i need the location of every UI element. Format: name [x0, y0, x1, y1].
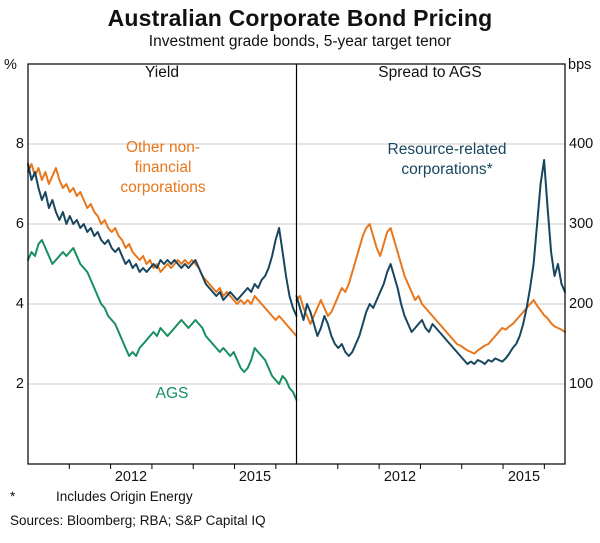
ytick-left-2: 2 — [15, 376, 24, 392]
footnote-asterisk: * — [10, 489, 16, 504]
footnote-sources: Sources: Bloomberg; RBA; S&P Capital IQ — [10, 513, 266, 528]
xtick-left-2012: 2012 — [114, 469, 148, 485]
left-axis-unit: % — [4, 57, 17, 73]
plot-area — [27, 63, 566, 469]
series-label-ags: AGS — [155, 385, 189, 402]
series-line-other-nonfinancial-spread — [295, 223, 566, 355]
xtick-left-2015: 2015 — [238, 469, 272, 485]
series-line-resource-related-spread — [295, 159, 566, 365]
ytick-left-6: 6 — [15, 216, 24, 232]
chart-subtitle: Investment grade bonds, 5-year target te… — [148, 33, 452, 50]
ytick-right-300: 300 — [569, 216, 594, 232]
series-line-ags-yield — [27, 239, 298, 401]
series-label-other-nonfinancial: Other non-financial corporations — [120, 139, 206, 196]
ytick-right-200: 200 — [569, 296, 594, 312]
footnote-note: Includes Origin Energy — [56, 489, 193, 504]
right-axis-unit: bps — [568, 57, 592, 73]
panel-title-spread: Spread to AGS — [378, 64, 482, 81]
panel-title-yield: Yield — [145, 64, 179, 81]
chart-title: Australian Corporate Bond Pricing — [107, 5, 493, 31]
series-label-resource-related: Resource-related corporations* — [387, 141, 507, 178]
xtick-right-2012: 2012 — [383, 469, 417, 485]
series-line-other-nonfinancial-yield — [27, 163, 298, 337]
xtick-right-2015: 2015 — [507, 469, 541, 485]
ytick-left-4: 4 — [15, 296, 24, 312]
ytick-right-400: 400 — [569, 136, 594, 152]
ytick-right-100: 100 — [569, 376, 594, 392]
ytick-left-8: 8 — [15, 136, 24, 152]
series-line-resource-related-yield — [27, 163, 298, 317]
